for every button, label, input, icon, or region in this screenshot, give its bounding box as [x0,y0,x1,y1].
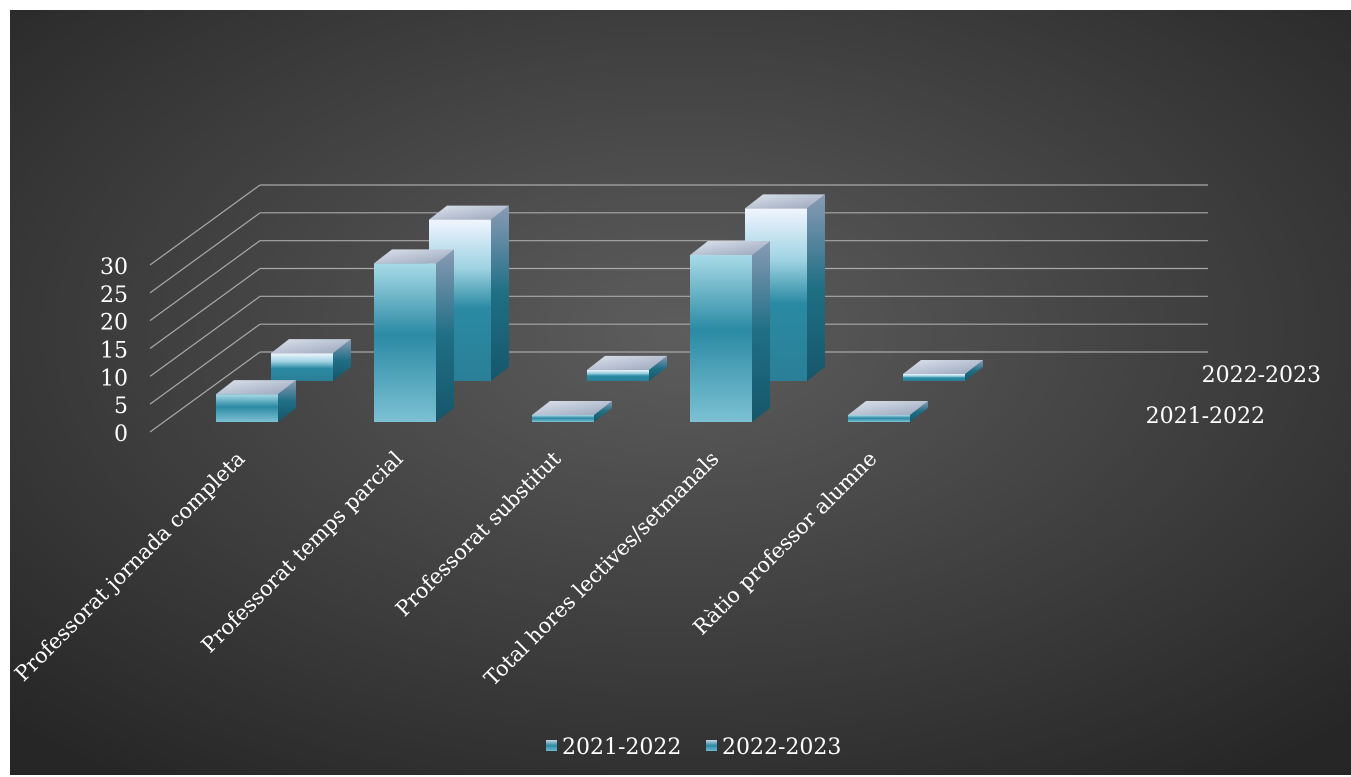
bar-top [903,360,983,374]
depth-series-label: 2022-2023 [1202,363,1321,388]
bar-side [649,355,667,381]
bar-front [903,374,965,381]
gridline-diagonal [149,323,261,405]
legend-swatch [546,740,557,751]
depth-axis: 2021-2022 2022-2023 [1146,363,1321,429]
bar-side [333,339,351,381]
bar-top [374,249,454,264]
bar-front [848,415,910,422]
bar-front [216,394,278,422]
gridline-diagonal [149,351,261,433]
depth-series-label: 2021-2022 [1146,404,1265,429]
bar-front [587,369,649,381]
bar-top [271,339,351,354]
bar-side [491,205,509,381]
bar-side [594,401,612,422]
bar-top [745,194,825,209]
gridline-diagonal [149,268,261,349]
bar-side [965,360,983,381]
gridline-diagonal [149,212,261,294]
bar-side [752,241,770,422]
bar-2022-2023-0 [271,339,351,381]
chart-background [10,10,1351,775]
bar-side [807,194,825,381]
legend-label: 2021-2022 [562,735,681,760]
y-tick-label: 15 [100,339,128,364]
bar-2021-2022-4 [848,401,928,422]
y-tick-label: 25 [100,283,128,308]
bar-top [690,241,770,255]
legend: 2021-2022 2022-2023 [546,735,841,760]
gridline-diagonal [149,184,261,266]
bar-side [278,380,296,422]
gridline-diagonal [149,295,261,377]
bar-front [532,415,594,422]
legend-swatch [706,740,717,751]
y-tick-label: 30 [100,255,128,280]
bar-top [587,355,667,370]
bar-top [848,401,928,415]
bar-side [436,249,454,422]
bar-2022-2023-4 [903,360,983,381]
y-tick-label: 20 [100,311,128,336]
bar-top [216,380,296,395]
bar-2022-2023-2 [587,355,667,381]
bar-2021-2022-0 [216,380,296,422]
y-tick-label: 5 [114,394,128,419]
bar-front [374,263,436,422]
y-tick-label: 10 [100,366,128,391]
bar-front [690,255,752,422]
bar-top [532,401,612,415]
legend-label: 2022-2023 [722,735,841,760]
gridline-diagonal [149,240,261,322]
y-tick-label: 0 [114,422,128,447]
bar-side [910,401,928,422]
bar-2021-2022-3 [690,241,770,422]
bar-top [429,205,509,220]
bar-2021-2022-1 [374,249,454,422]
bars [216,194,983,422]
bar-front [271,353,333,381]
bar-2021-2022-2 [532,401,612,422]
